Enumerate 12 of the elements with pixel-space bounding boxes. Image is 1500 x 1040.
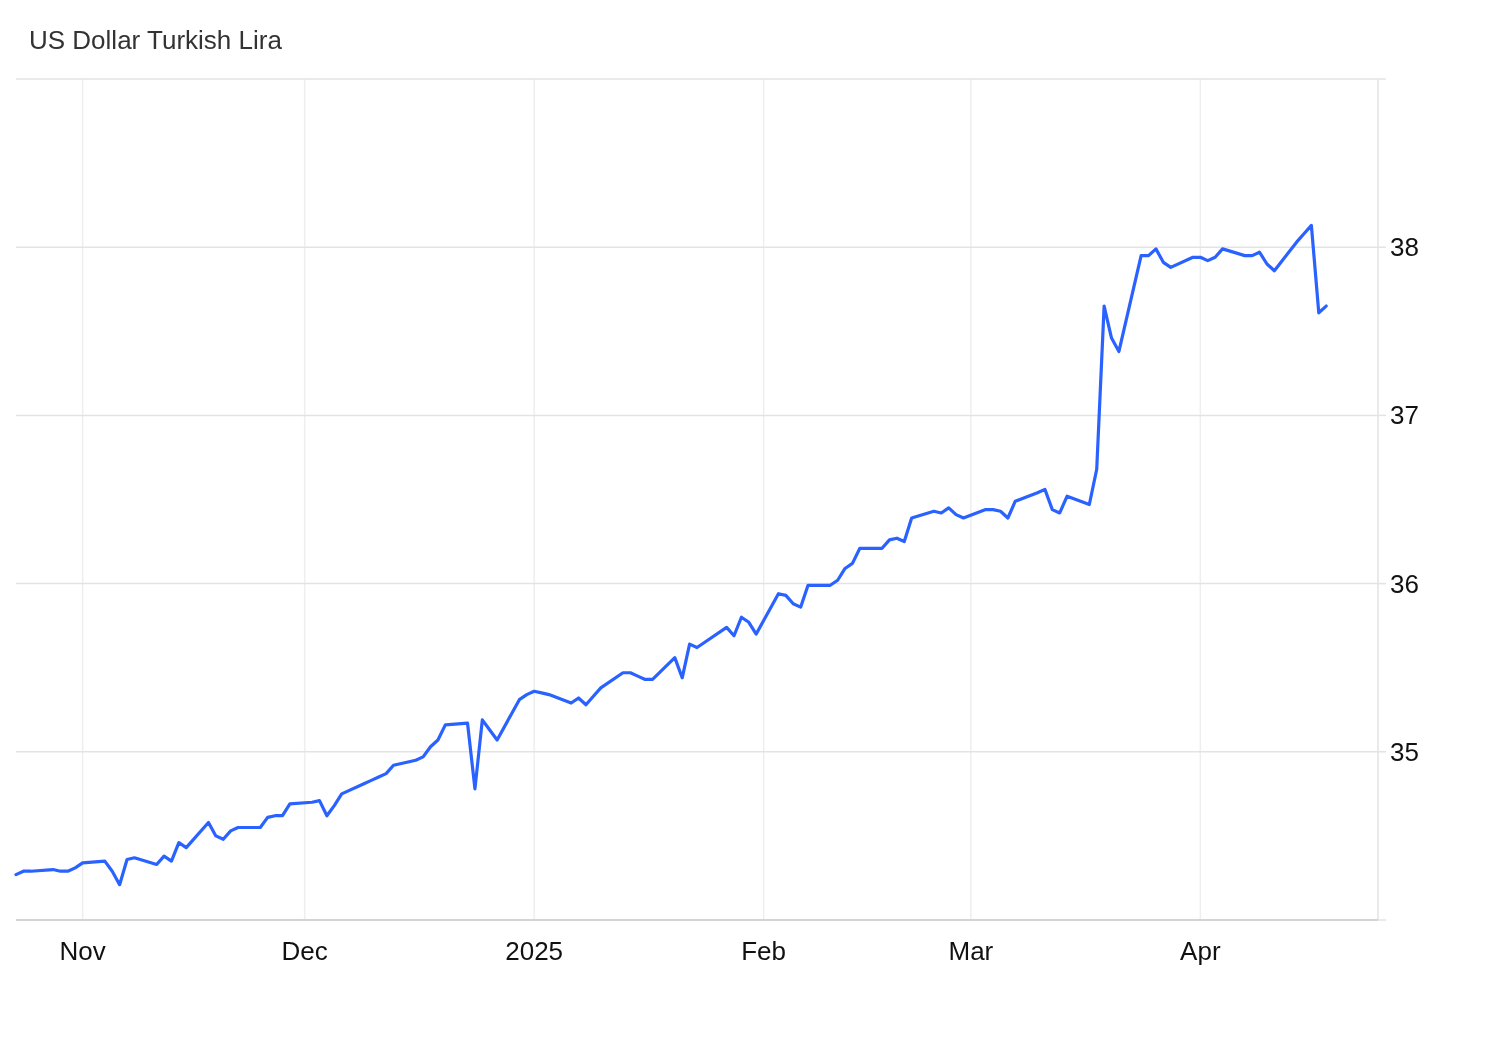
chart-title: US Dollar Turkish Lira (29, 25, 283, 55)
x-tick-label: Mar (948, 936, 994, 966)
y-tick-label: 38 (1390, 232, 1419, 263)
x-tick-label: Nov (59, 936, 106, 966)
x-tick-label: Apr (1180, 936, 1221, 966)
y-tick-label: 37 (1390, 400, 1419, 431)
x-tick-label: Dec (281, 936, 328, 966)
line-series (14, 223, 1328, 887)
x-tick-label: Feb (741, 936, 787, 966)
x-tick-label: 2025 (505, 936, 564, 966)
y-tick-label: 36 (1390, 568, 1419, 599)
y-tick-label: 35 (1390, 736, 1419, 767)
